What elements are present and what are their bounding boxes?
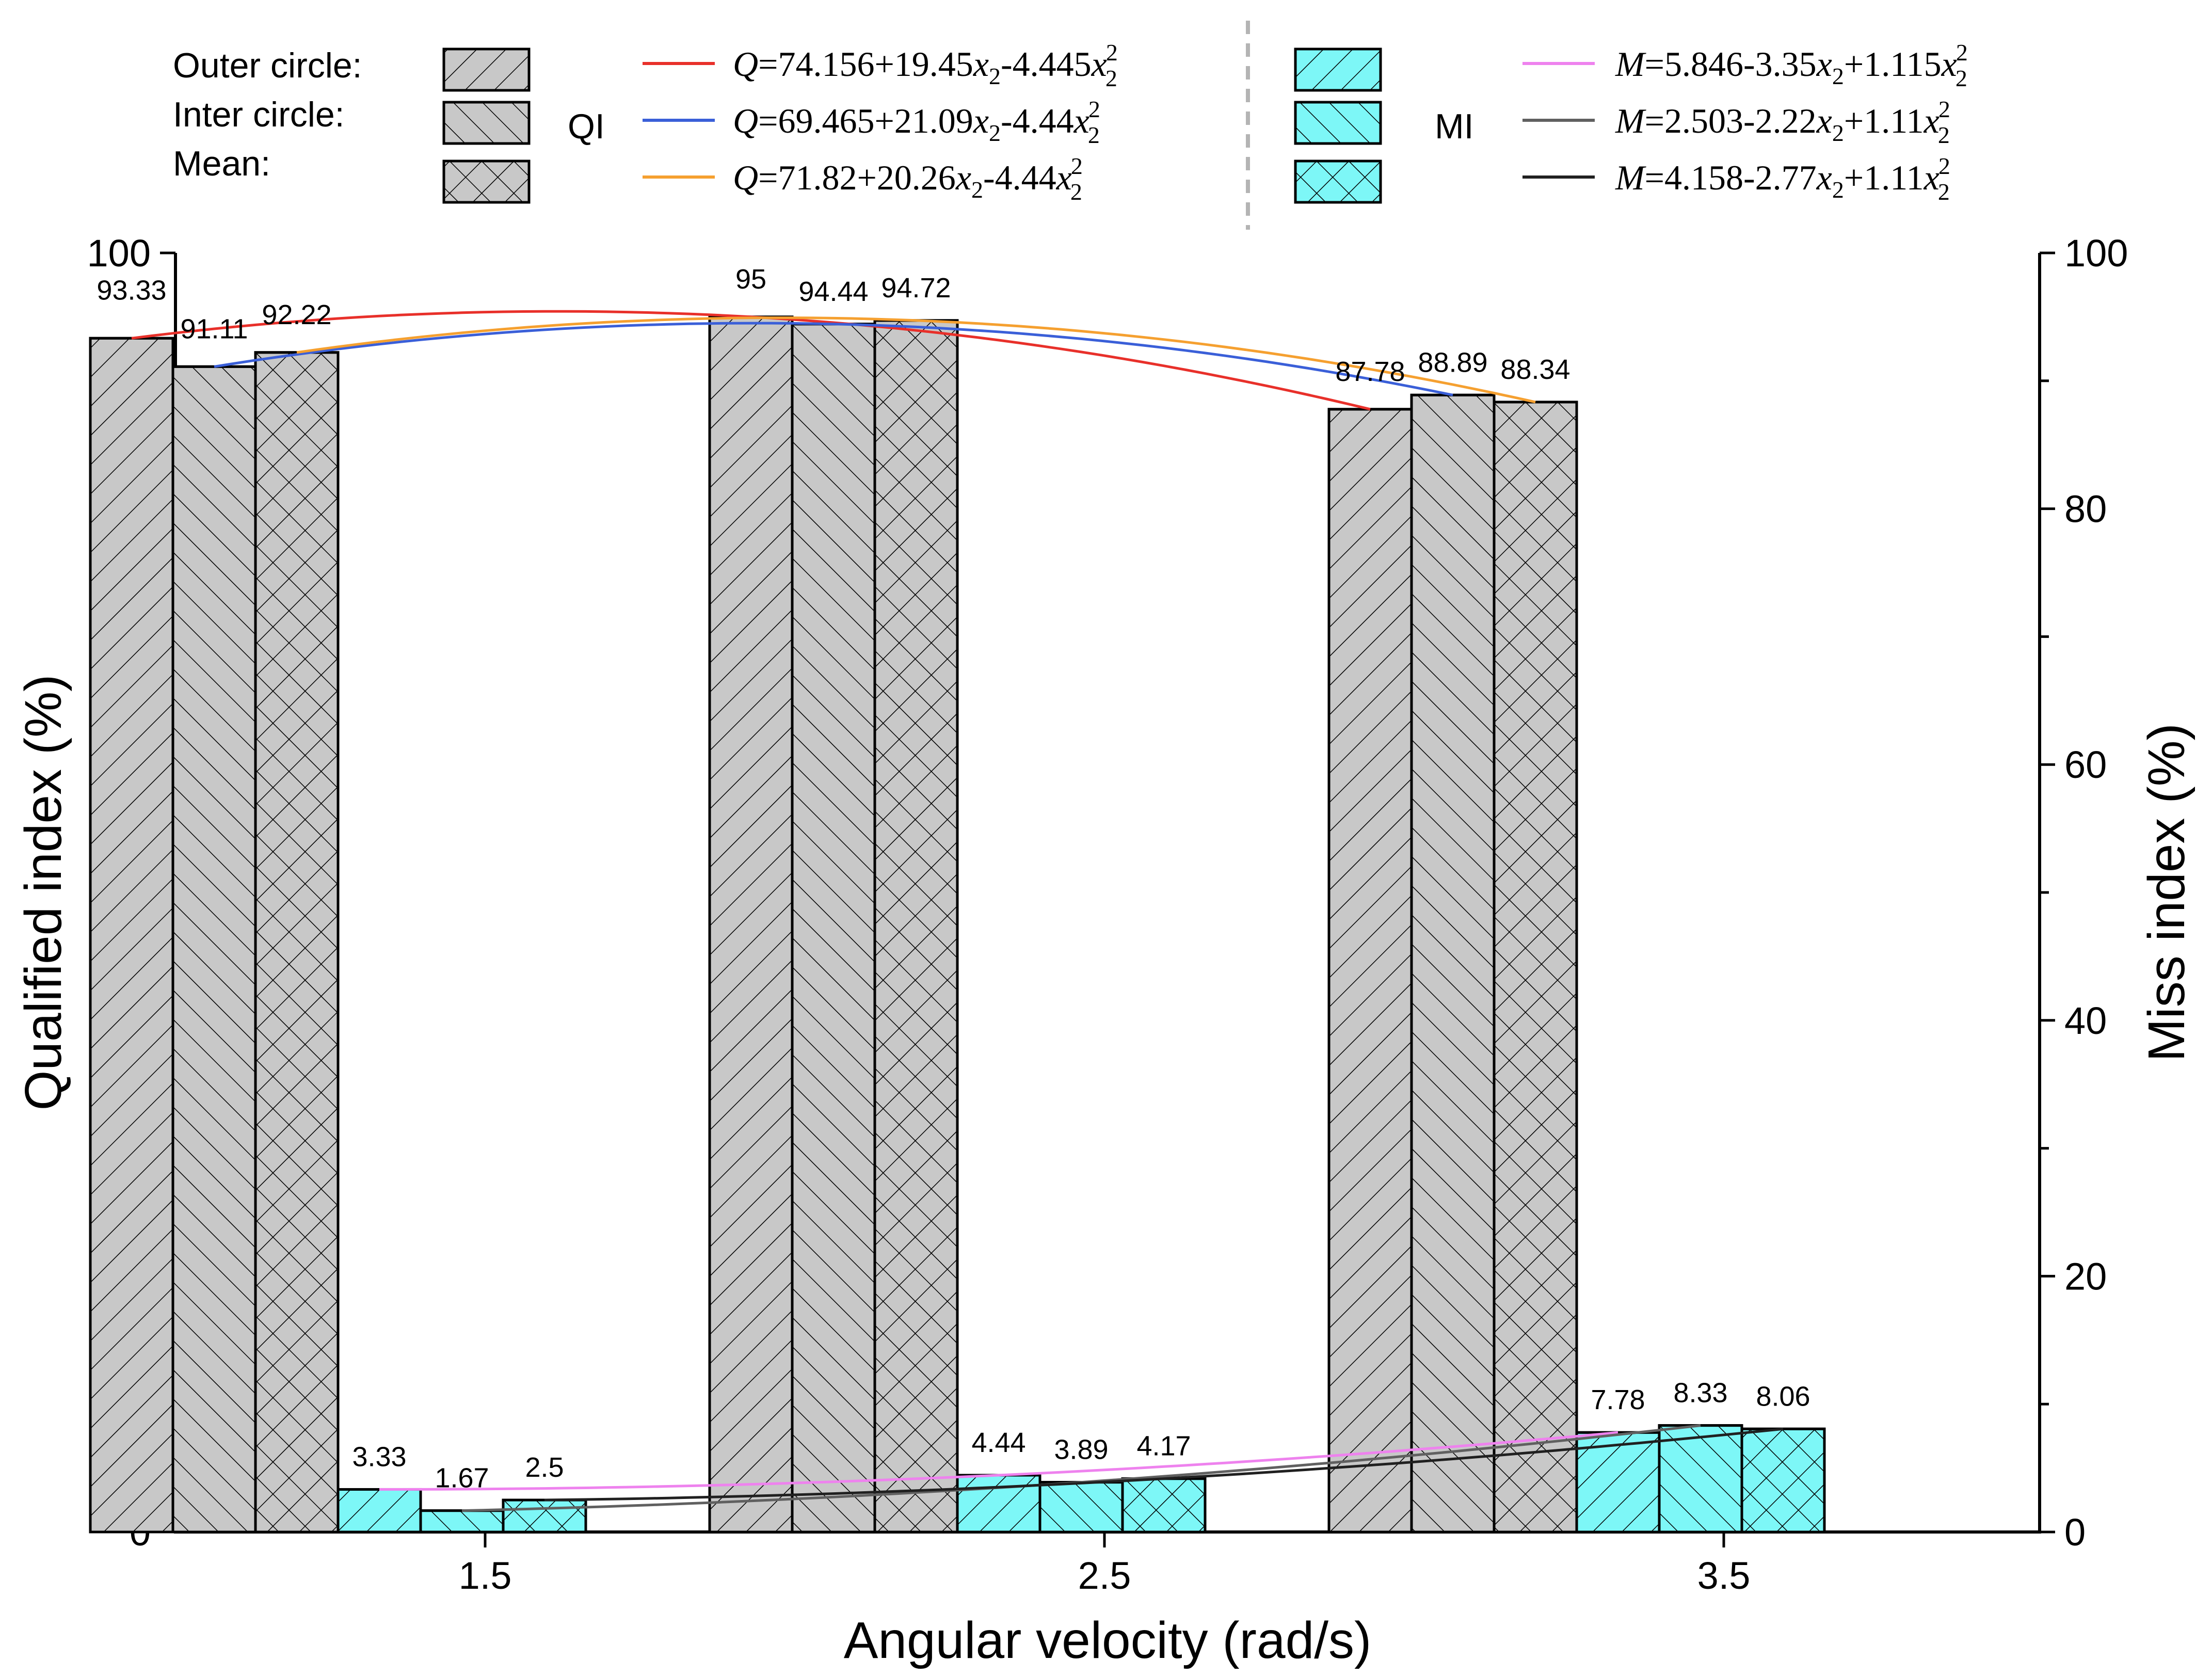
legend-equation: Q=69.465+21.09x2-4.44x2 2 — [733, 96, 1100, 148]
fit-curve-m — [379, 1431, 1618, 1491]
data-label: 3.89 — [1054, 1434, 1108, 1465]
mi-bar-hatch — [956, 1474, 1041, 1534]
data-label: 4.44 — [971, 1427, 1025, 1458]
data-label: 93.33 — [97, 275, 166, 306]
legend-equation: M=5.846-3.35x2+1.115x2 2 — [1615, 39, 1968, 91]
mi-bar-hatch — [1575, 1431, 1661, 1534]
right-tick-label: 20 — [2064, 1255, 2107, 1298]
legend-equation: Q=74.156+19.45x2-4.445x2 2 — [733, 39, 1118, 91]
legend-mi-label: MI — [1435, 107, 1474, 146]
data-label: 88.89 — [1418, 347, 1487, 378]
mi-bar-hatch — [1038, 1481, 1124, 1534]
data-label: 92.22 — [262, 299, 331, 330]
qi-bar-hatch — [89, 337, 174, 1534]
qi-bar-hatch — [873, 319, 959, 1534]
x-tick-label: 3.5 — [1697, 1554, 1751, 1597]
data-label: 4.17 — [1136, 1431, 1191, 1462]
fit-curve-q — [296, 316, 1536, 404]
qi-bar-hatch — [171, 365, 257, 1534]
legend-qi-mean-hatch — [442, 159, 531, 204]
data-label: 8.33 — [1673, 1378, 1727, 1409]
qi-bar-hatch — [1410, 393, 1496, 1534]
data-label: 94.72 — [881, 273, 951, 304]
right-tick-label: 0 — [2064, 1511, 2086, 1554]
mi-bar-hatch — [1658, 1424, 1743, 1534]
data-label: 7.78 — [1591, 1384, 1645, 1415]
qi-bar-hatch — [254, 351, 340, 1534]
data-label: 94.44 — [798, 276, 868, 307]
legend-mi-inter-hatch — [1294, 101, 1382, 145]
x-axis-title: Angular velocity (rad/s) — [844, 1611, 1372, 1669]
data-label: 88.34 — [1500, 354, 1570, 385]
left-y-axis-title: Qualified index (%) — [14, 675, 72, 1111]
mi-bar-hatch — [1121, 1477, 1207, 1534]
right-tick-label: 100 — [2064, 232, 2128, 275]
qi-bar-hatch — [1493, 401, 1578, 1534]
legend-qi-outer-hatch — [442, 47, 531, 92]
legend-equation: Q=71.82+20.26x2-4.44x2 2 — [733, 153, 1083, 205]
legend-equation: M=2.503-2.22x2+1.11x2 2 — [1615, 96, 1950, 148]
data-label: 87.78 — [1335, 356, 1405, 387]
mi-bar-hatch — [336, 1488, 422, 1534]
legend-row-outer: Outer circle: — [173, 46, 362, 85]
legend-mi-mean-hatch — [1294, 159, 1382, 204]
fit-curve-q — [214, 322, 1453, 396]
data-label: 3.33 — [352, 1441, 406, 1472]
mi-bar-hatch — [502, 1498, 587, 1534]
mi-bar-hatch — [419, 1509, 505, 1534]
right-tick-label: 60 — [2064, 743, 2107, 786]
legend: Outer circle: Inter circle: Mean: QI MI … — [173, 21, 1968, 230]
qi-bar-hatch — [1327, 408, 1413, 1534]
data-label: 91.11 — [180, 313, 248, 344]
qi-bar-hatch — [708, 315, 794, 1534]
data-label: 2.5 — [525, 1452, 564, 1483]
data-label: 8.06 — [1756, 1381, 1810, 1412]
legend-equation: M=4.158-2.77x2+1.11x2 2 — [1615, 153, 1950, 205]
left-tick-label: 100 — [87, 232, 151, 275]
legend-mi-outer-hatch — [1294, 47, 1382, 92]
legend-row-mean: Mean: — [173, 144, 270, 183]
data-label: 1.67 — [435, 1463, 489, 1494]
mi-bar-hatch — [1740, 1427, 1826, 1534]
legend-row-inter: Inter circle: — [173, 95, 345, 134]
right-y-axis-title: Miss index (%) — [2138, 723, 2195, 1062]
data-label: 95 — [735, 264, 766, 295]
x-tick-label: 2.5 — [1078, 1554, 1131, 1597]
right-tick-label: 40 — [2064, 999, 2107, 1042]
fit-curve-m — [544, 1427, 1784, 1502]
legend-qi-label: QI — [568, 107, 605, 146]
qi-bar-hatch — [791, 323, 876, 1534]
legend-qi-inter-hatch — [442, 101, 531, 145]
right-tick-label: 80 — [2064, 488, 2107, 531]
x-tick-label: 1.5 — [459, 1554, 512, 1597]
